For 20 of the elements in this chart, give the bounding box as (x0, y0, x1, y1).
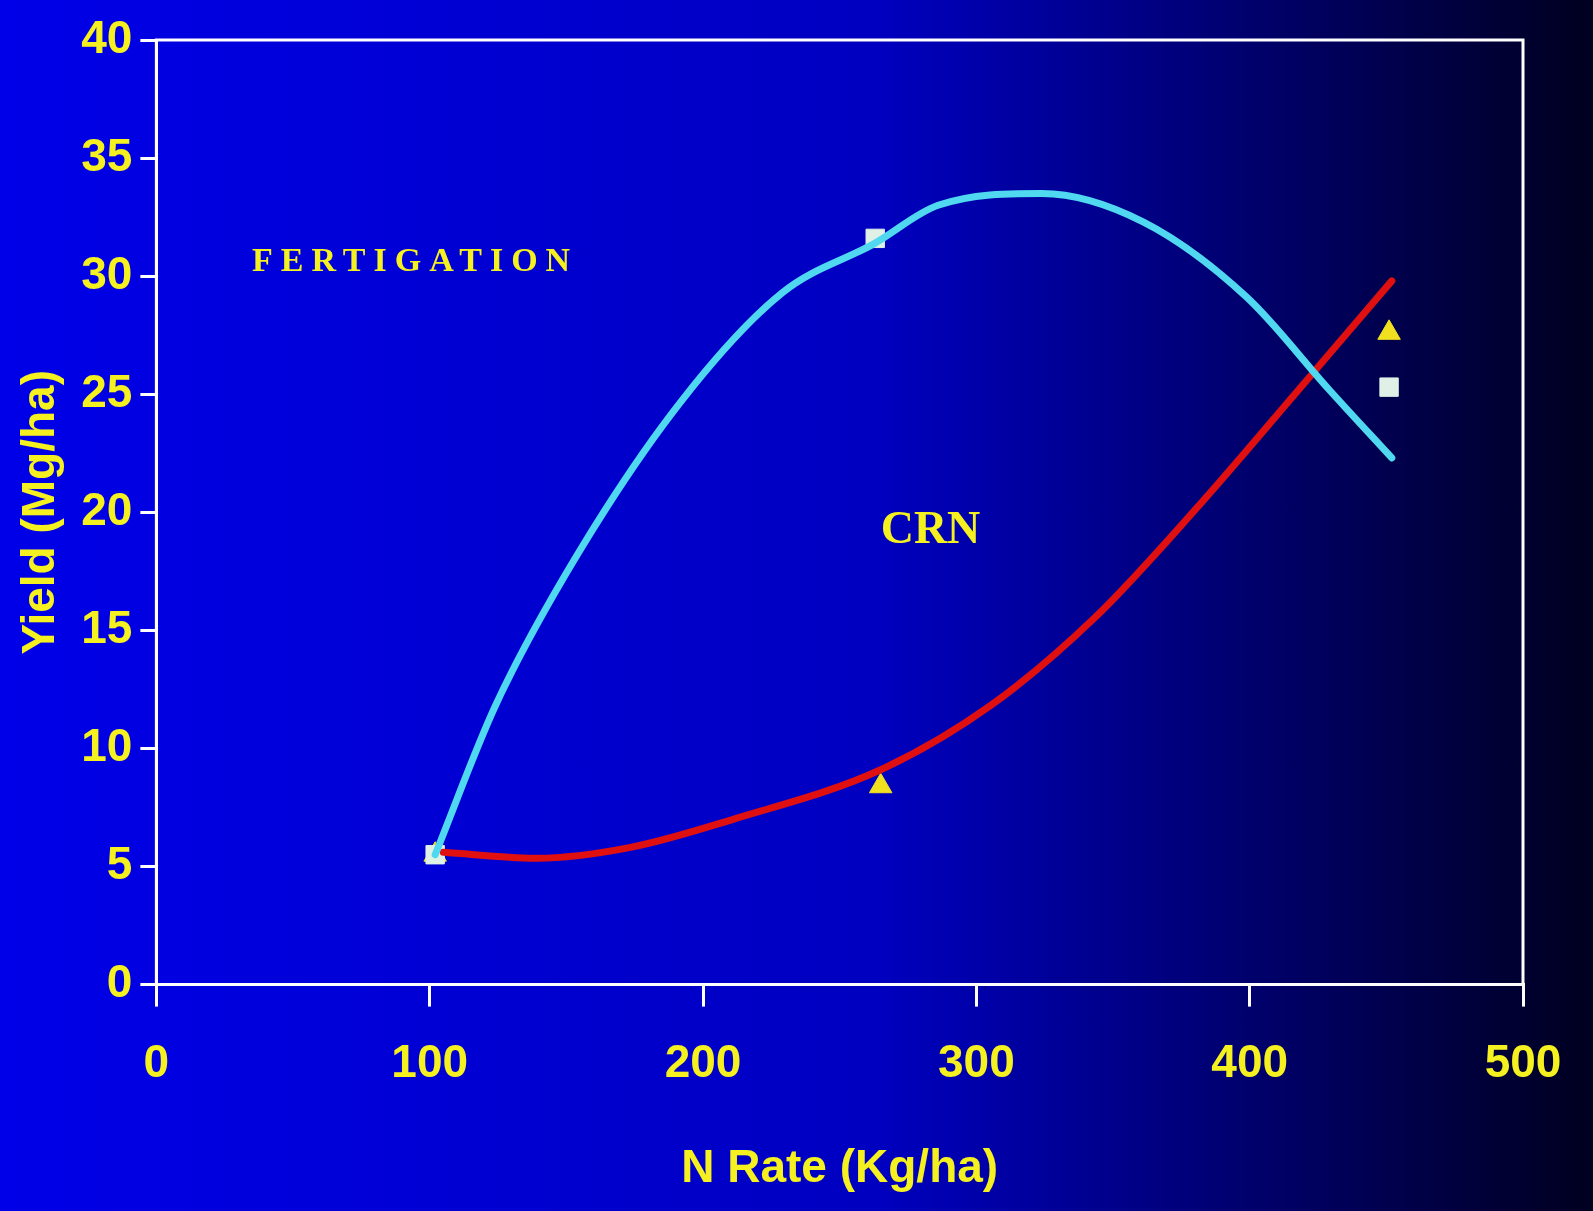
point (1379, 377, 1399, 397)
y-tick-label: 40 (81, 10, 133, 63)
y-tick-label: 35 (81, 128, 133, 181)
y-tick-label: 0 (106, 955, 133, 1008)
annotation: FERTIGATION (252, 240, 579, 278)
y-tick-label: 15 (81, 601, 133, 654)
y-tick-label: 10 (81, 719, 133, 772)
x-tick-label: 300 (937, 1034, 1015, 1087)
x-tick-label: 500 (1484, 1034, 1562, 1087)
x-tick-label: 400 (1211, 1034, 1289, 1087)
y-tick-label: 20 (81, 482, 133, 535)
x-axis-title: N Rate (Kg/ha) (681, 1140, 999, 1193)
annotation: CRN (880, 502, 981, 554)
x-tick-label: 200 (664, 1034, 742, 1087)
y-tick-label: 25 (81, 364, 133, 417)
y-tick-label: 5 (106, 837, 133, 890)
x-tick-label: 100 (391, 1034, 469, 1087)
x-tick-label: 0 (143, 1034, 170, 1087)
y-axis-title: Yield (Mg/ha) (12, 370, 65, 655)
y-tick-label: 30 (81, 246, 133, 299)
